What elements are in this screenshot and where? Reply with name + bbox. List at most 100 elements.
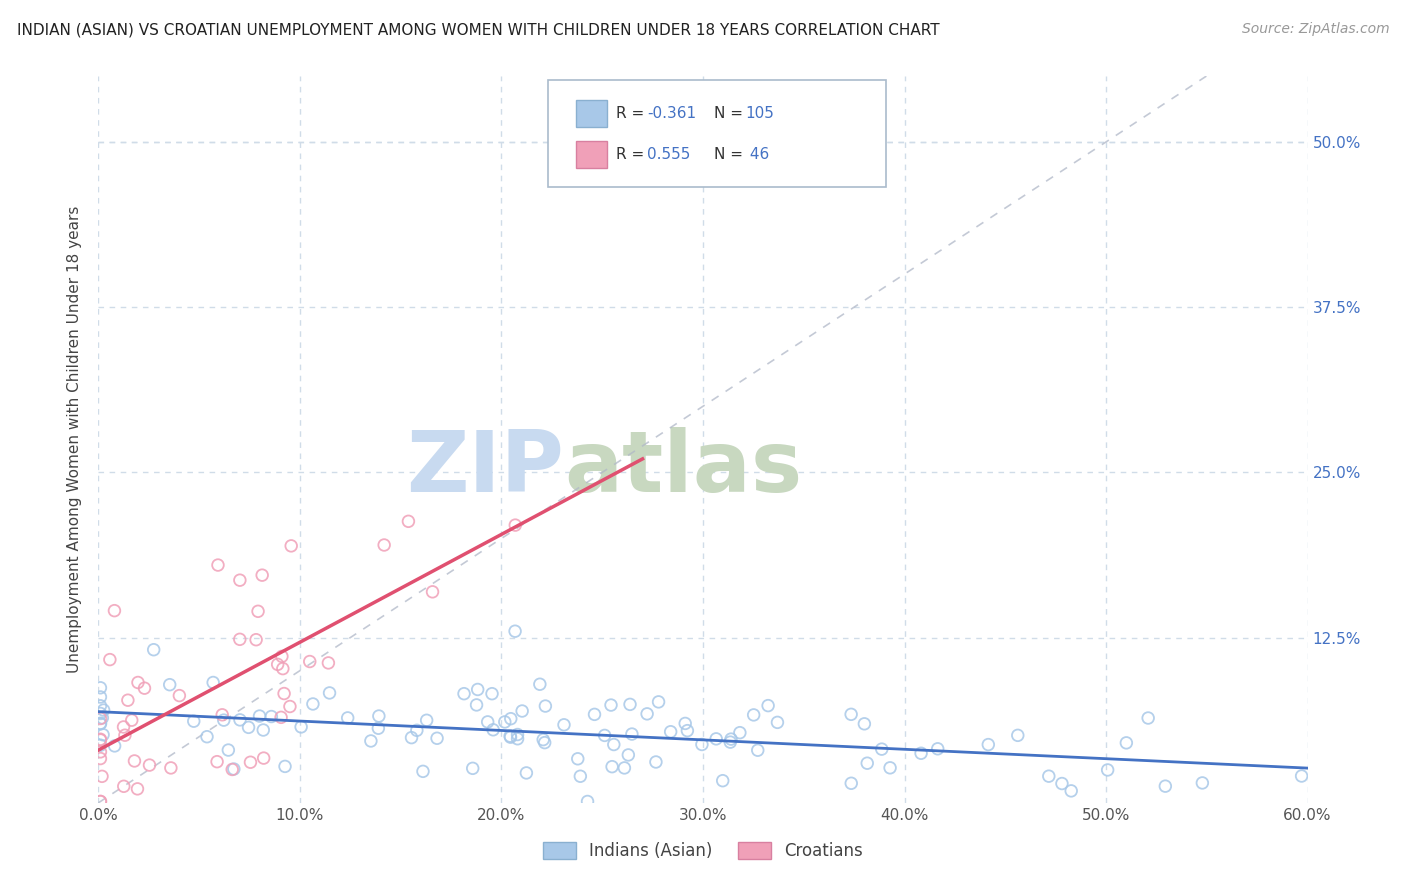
Point — [600, 698, 623, 712]
Text: Source: ZipAtlas.com: Source: ZipAtlas.com — [1241, 22, 1389, 37]
Point — [503, 624, 526, 639]
Point — [711, 773, 734, 788]
Point — [839, 776, 862, 790]
Point — [494, 714, 516, 729]
Point — [169, 689, 191, 703]
Point — [499, 730, 522, 744]
Point — [89, 711, 111, 725]
Point — [510, 704, 533, 718]
Point — [273, 687, 295, 701]
Point — [879, 761, 901, 775]
Point — [89, 795, 111, 809]
Point — [127, 675, 149, 690]
Point — [89, 745, 111, 759]
Point — [278, 699, 301, 714]
Point — [302, 697, 325, 711]
Point — [613, 761, 636, 775]
Text: -0.361: -0.361 — [647, 106, 696, 120]
Text: atlas: atlas — [564, 427, 803, 510]
Legend: Indians (Asian), Croatians: Indians (Asian), Croatians — [536, 836, 870, 867]
Point — [298, 655, 321, 669]
Point — [645, 755, 668, 769]
Point — [183, 714, 205, 729]
Point — [247, 604, 270, 618]
Point — [910, 746, 932, 760]
Point — [117, 693, 139, 707]
Point — [91, 728, 114, 742]
Text: R =: R = — [616, 147, 650, 161]
Point — [647, 695, 669, 709]
Point — [529, 677, 551, 691]
Point — [89, 698, 111, 713]
Point — [1115, 736, 1137, 750]
Text: R =: R = — [616, 106, 650, 120]
Point — [620, 727, 643, 741]
Point — [499, 712, 522, 726]
Point — [138, 758, 160, 772]
Point — [1137, 711, 1160, 725]
Point — [159, 678, 181, 692]
Text: N =: N = — [714, 106, 748, 120]
Point — [412, 764, 434, 779]
Point — [569, 769, 592, 783]
Point — [318, 686, 340, 700]
Point — [499, 729, 522, 743]
Point — [531, 732, 554, 747]
Point — [211, 707, 233, 722]
Point — [603, 738, 626, 752]
Point — [98, 652, 121, 666]
Point — [280, 539, 302, 553]
Point — [617, 747, 640, 762]
Point — [977, 738, 1000, 752]
Point — [336, 711, 359, 725]
Point — [318, 656, 340, 670]
Point — [718, 735, 741, 749]
Point — [506, 727, 529, 741]
Point — [222, 762, 245, 776]
Point — [221, 763, 243, 777]
Point — [1191, 776, 1213, 790]
Point — [238, 720, 260, 734]
Point — [245, 632, 267, 647]
Point — [534, 699, 557, 714]
Point — [373, 538, 395, 552]
Point — [271, 662, 294, 676]
Point — [89, 716, 111, 731]
Point — [89, 751, 111, 765]
Point — [229, 632, 252, 647]
Point — [91, 769, 114, 783]
Point — [1097, 763, 1119, 777]
Point — [91, 711, 114, 725]
Point — [870, 742, 893, 756]
Point — [260, 709, 283, 723]
Point — [89, 733, 111, 747]
Point — [766, 715, 789, 730]
Point — [290, 720, 312, 734]
Point — [856, 756, 879, 771]
Point — [270, 710, 292, 724]
Text: 46: 46 — [745, 147, 769, 161]
Point — [583, 707, 606, 722]
Point — [839, 707, 862, 722]
Point — [104, 739, 127, 753]
Point — [467, 682, 489, 697]
Point — [1154, 779, 1177, 793]
Point — [205, 755, 228, 769]
Point — [103, 604, 125, 618]
Point — [481, 687, 503, 701]
Point — [720, 732, 742, 747]
Point — [422, 584, 444, 599]
Point — [266, 657, 288, 672]
Point — [673, 716, 696, 731]
Point — [89, 706, 111, 721]
Point — [212, 713, 235, 727]
Text: INDIAN (ASIAN) VS CROATIAN UNEMPLOYMENT AMONG WOMEN WITH CHILDREN UNDER 18 YEARS: INDIAN (ASIAN) VS CROATIAN UNEMPLOYMENT … — [17, 22, 939, 37]
Point — [593, 728, 616, 742]
Point — [553, 718, 575, 732]
Point — [114, 728, 136, 742]
Text: ZIP: ZIP — [406, 427, 564, 510]
Point — [405, 723, 427, 738]
Point — [217, 743, 239, 757]
Point — [1038, 769, 1060, 783]
Point — [89, 738, 111, 752]
